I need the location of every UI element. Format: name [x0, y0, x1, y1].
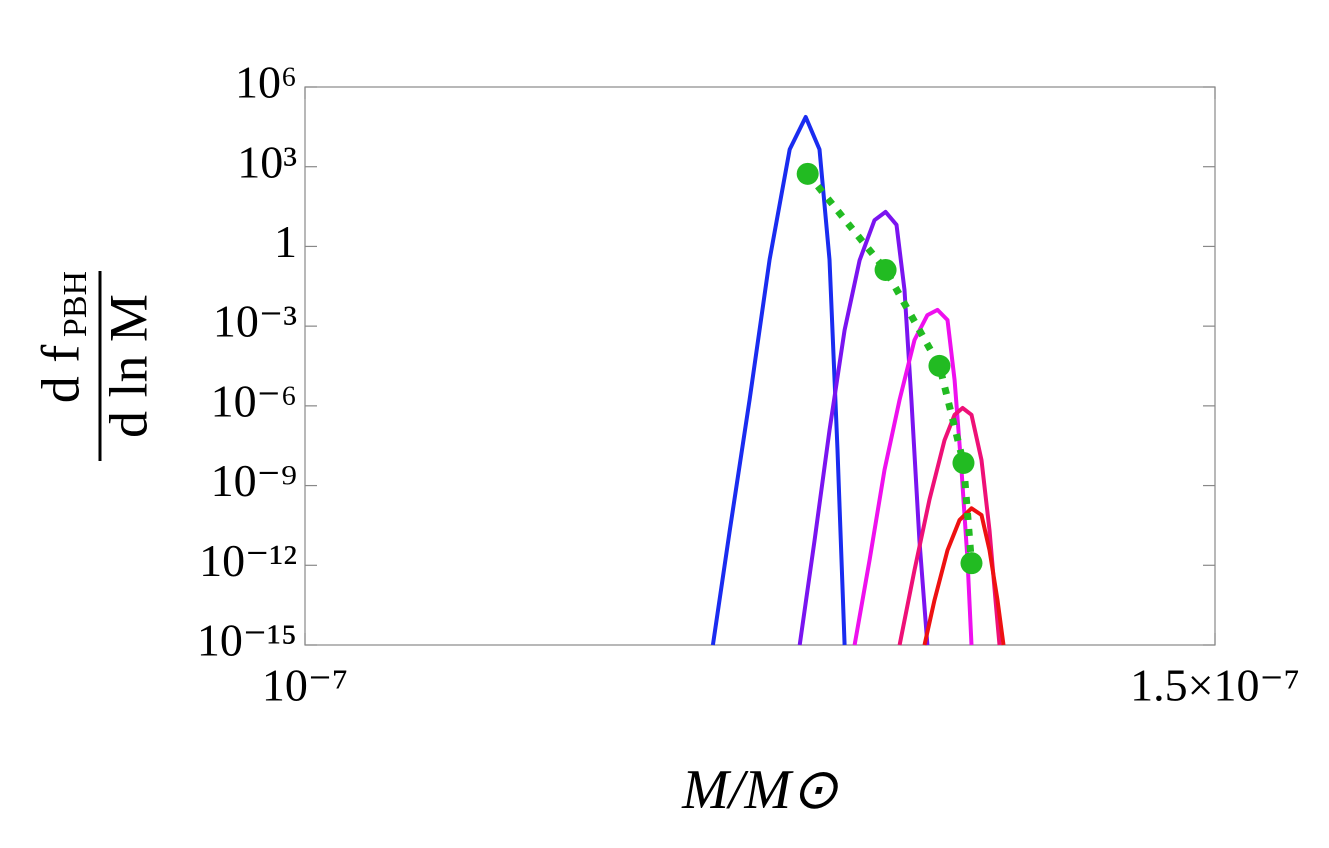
y-axis-label: d f PBH d ln M: [30, 271, 158, 461]
y-tick-label: 10⁻¹²: [199, 535, 297, 586]
y-tick-label: 10⁶: [235, 57, 297, 108]
plot-frame: [304, 86, 1216, 646]
series-line: [852, 307, 974, 646]
data-point: [952, 451, 975, 474]
y-tick-label: 1: [274, 216, 297, 267]
data-point: [960, 552, 983, 575]
x-tick-label: 1.5×10⁻⁷: [1130, 660, 1300, 711]
series-line: [710, 115, 847, 646]
x-tick-label: 10⁻⁷: [262, 660, 348, 711]
y-tick-label: 10⁻⁹: [211, 455, 297, 506]
y-tick-label: 10⁻⁶: [211, 375, 297, 426]
y-label-numerator: d f: [30, 345, 90, 404]
y-tick-label: 10³: [237, 136, 297, 187]
y-label-denominator: d ln M: [98, 294, 158, 438]
x-axis-label: M/M⊙: [681, 759, 839, 821]
data-point: [796, 162, 819, 185]
y-tick-label: 10⁻¹⁵: [197, 615, 297, 666]
y-tick-label: 10⁻³: [213, 296, 297, 347]
series-line: [922, 506, 1006, 646]
data-point: [928, 354, 951, 377]
y-label-subscript: PBH: [57, 271, 94, 337]
data-point: [874, 258, 897, 281]
series-line: [797, 209, 930, 646]
series-line: [804, 171, 975, 564]
